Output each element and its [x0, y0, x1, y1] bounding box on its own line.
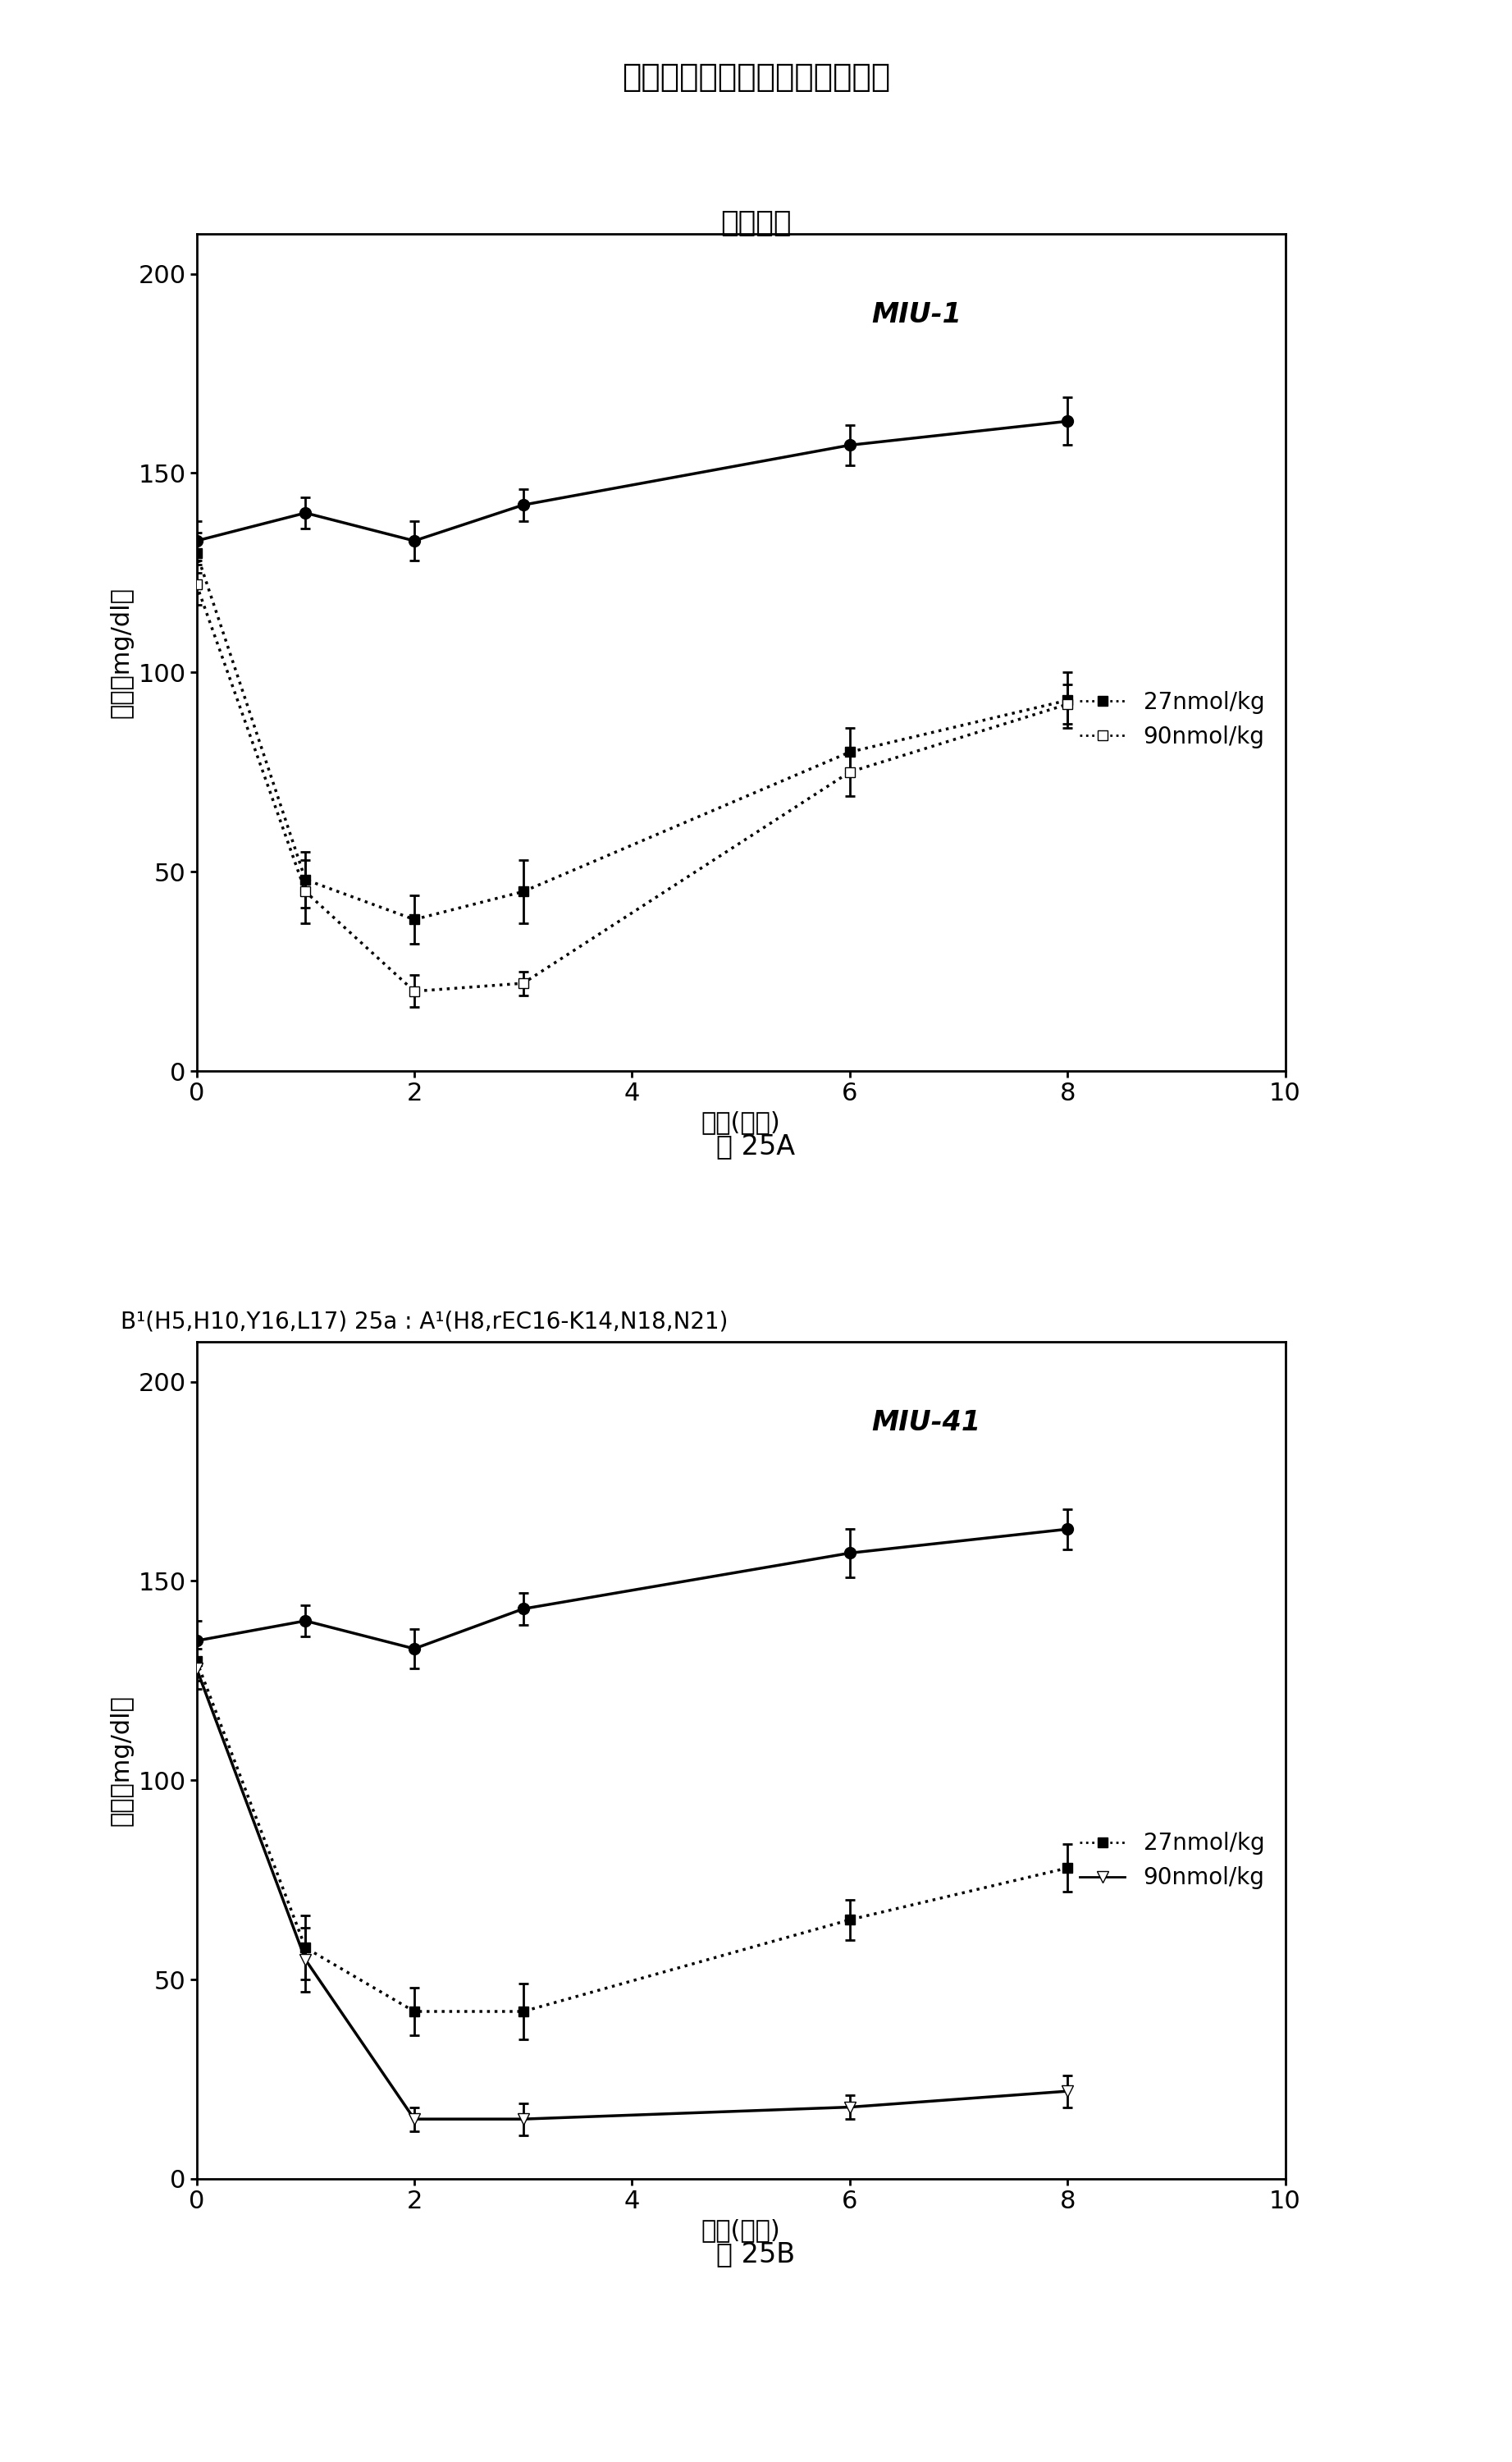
Legend: 27nmol/kg, 90nmol/kg: 27nmol/kg, 90nmol/kg	[1070, 1822, 1273, 1898]
Y-axis label: 血糖（mg/dl）: 血糖（mg/dl）	[110, 586, 133, 719]
Text: MIU-1: MIU-1	[871, 300, 962, 327]
X-axis label: 时间(小时): 时间(小时)	[702, 1110, 780, 1135]
Text: 人胰岛素: 人胰岛素	[721, 209, 791, 236]
Text: B¹(H5,H10,Y16,L17) 25a : A¹(H8,rEC16-K14,N18,N21): B¹(H5,H10,Y16,L17) 25a : A¹(H8,rEC16-K14…	[121, 1310, 729, 1332]
Text: 图 25B: 图 25B	[717, 2240, 795, 2268]
Legend: 27nmol/kg, 90nmol/kg: 27nmol/kg, 90nmol/kg	[1070, 682, 1273, 758]
Text: 比较胰岛素耐量试验酰化类似物: 比较胰岛素耐量试验酰化类似物	[621, 62, 891, 94]
Text: MIU-41: MIU-41	[871, 1408, 981, 1435]
Y-axis label: 血糖（mg/dl）: 血糖（mg/dl）	[110, 1694, 133, 1827]
Text: 图 25A: 图 25A	[717, 1133, 795, 1160]
X-axis label: 时间(小时): 时间(小时)	[702, 2218, 780, 2243]
